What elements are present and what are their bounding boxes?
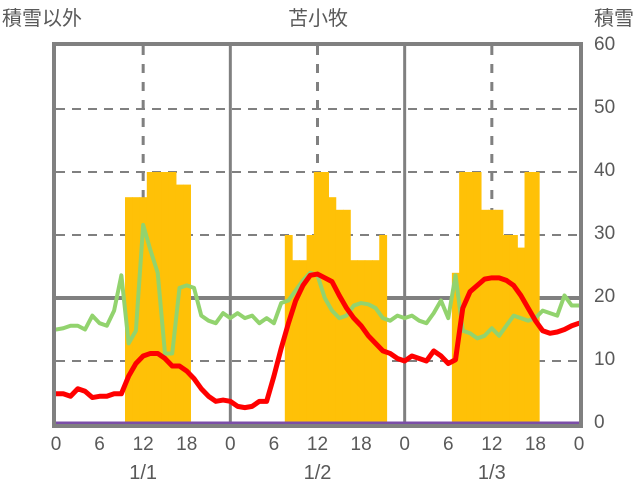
bar [357,260,366,424]
bar [299,260,308,424]
bar [379,235,388,424]
bar [313,172,322,424]
y-axis-tick-right: 30 [594,223,616,244]
bar [125,197,133,424]
bar [509,235,518,424]
x-axis-tick: 12 [306,434,329,455]
y-axis-tick-right: 10 [594,349,616,370]
left-axis-title: 積雪以外 [2,8,82,30]
bar [531,172,540,424]
x-axis-day-label: 1/2 [303,462,332,484]
x-axis-tick: 12 [132,434,154,455]
x-axis-tick: 6 [268,434,280,455]
x-axis-tick: 18 [524,434,546,455]
bar [350,260,359,424]
bar [473,172,482,424]
x-axis-tick: 18 [176,434,198,455]
bar [524,172,533,424]
x-axis-tick: 0 [225,434,236,455]
x-axis-day-label: 1/1 [129,462,158,484]
chart-canvas [56,46,579,424]
x-axis-tick: 0 [50,434,62,455]
right-axis-title: 積雪 [594,8,634,30]
bar [466,172,475,424]
plot-inner [56,46,579,424]
y-axis-tick-right: 60 [594,34,616,55]
bar-series [125,172,540,424]
bar [502,235,511,424]
page-title: 苫小牧 [288,8,348,30]
bar [139,197,148,424]
bar [517,247,526,424]
x-axis-tick: 12 [481,434,503,455]
x-axis-day-label: 1/3 [477,462,506,484]
bar [168,172,177,424]
bar [459,172,468,424]
bar [161,172,170,424]
bar [146,172,155,424]
bar [175,184,184,424]
plot-area [52,42,583,428]
y-axis-tick-right: 0 [594,412,605,433]
x-axis-tick: 0 [573,434,585,455]
y-axis-tick-right: 40 [594,160,616,181]
y-axis-tick-right: 20 [594,286,616,307]
bar [495,209,504,424]
bar [364,260,373,424]
bar [183,184,191,424]
x-axis-tick: 6 [94,434,105,455]
line-series-気温 [56,271,579,411]
bar [488,209,497,424]
y-axis-tick-right: 50 [594,97,616,118]
bar [292,260,300,424]
x-axis-tick: 0 [399,434,410,455]
x-axis-tick: 18 [350,434,372,455]
bar [306,235,315,424]
bar [480,209,489,424]
x-axis-tick: 6 [442,434,454,455]
